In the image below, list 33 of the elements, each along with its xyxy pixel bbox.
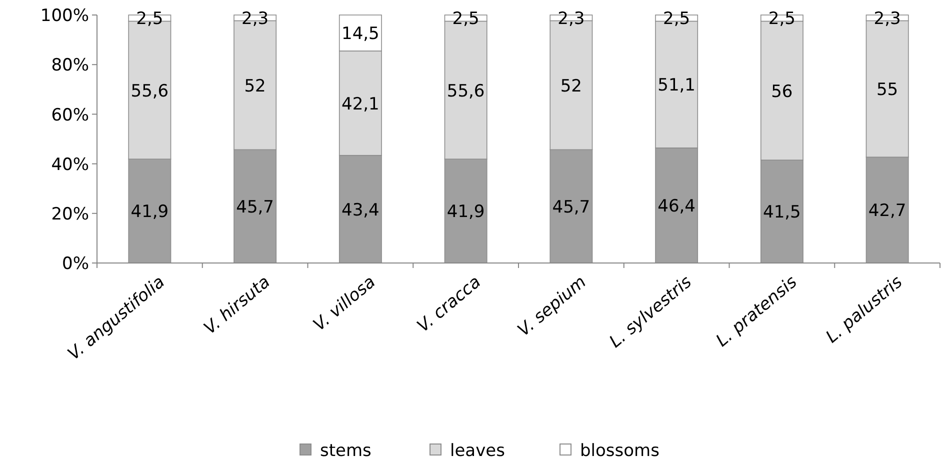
data-label: 14,5	[342, 24, 380, 44]
data-label: 56	[771, 82, 793, 102]
data-label: 51,1	[658, 76, 696, 96]
y-tick-label: 0%	[62, 254, 89, 274]
data-label: 41,9	[446, 202, 485, 222]
data-label: 2,3	[242, 8, 269, 29]
data-label: 41,5	[763, 202, 801, 223]
y-tick-label: 40%	[51, 154, 89, 175]
data-label: 55	[876, 80, 898, 100]
data-label: 2,5	[663, 9, 690, 30]
legend-label: stems	[320, 441, 372, 462]
data-label: 52	[560, 76, 582, 96]
y-tick-label: 60%	[51, 105, 89, 126]
data-label: 2,5	[452, 9, 480, 30]
y-tick-label: 100%	[40, 6, 89, 26]
data-label: 55,6	[446, 81, 485, 102]
data-label: 2,3	[874, 8, 901, 29]
data-label: 2,3	[558, 8, 585, 29]
data-label: 2,5	[136, 9, 164, 30]
data-label: 42,7	[868, 201, 906, 222]
legend-label: blossoms	[580, 441, 660, 462]
data-label: 46,4	[658, 196, 696, 217]
data-label: 42,1	[342, 94, 380, 114]
legend-label: leaves	[450, 441, 506, 462]
y-tick-label: 80%	[51, 56, 89, 76]
data-label: 2,5	[768, 9, 796, 30]
data-label: 45,7	[552, 197, 590, 218]
data-label: 52	[244, 76, 266, 96]
data-label: 45,7	[236, 197, 274, 218]
data-label: 55,6	[130, 81, 169, 102]
data-label: 43,4	[342, 200, 380, 220]
y-tick-label: 20%	[51, 204, 89, 225]
data-label: 41,9	[130, 202, 169, 222]
